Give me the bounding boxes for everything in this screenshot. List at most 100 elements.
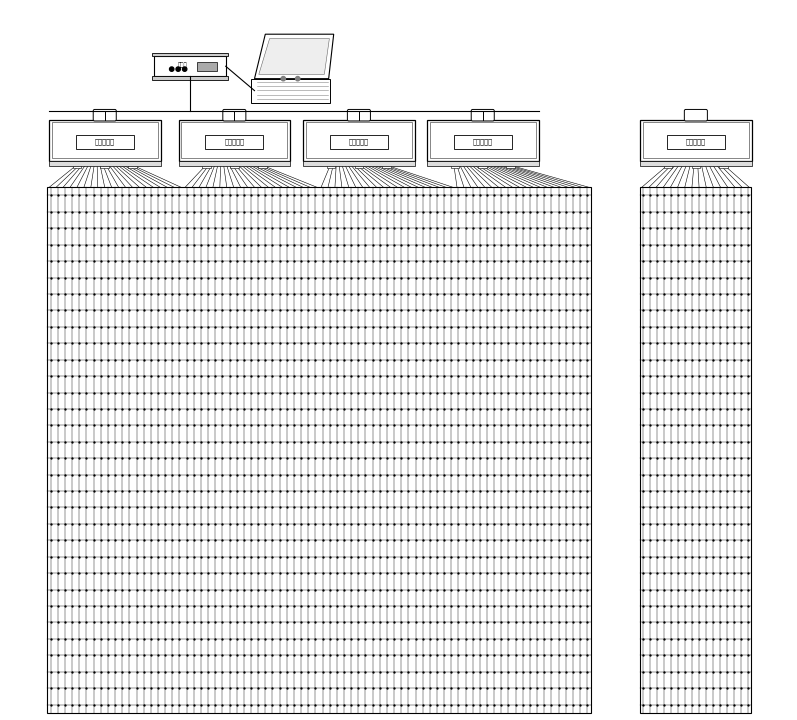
Point (59, 551, 72, 562)
Point (80, 420, 93, 431)
Point (359, 683, 372, 694)
Point (159, 256, 171, 267)
Point (216, 403, 229, 415)
Point (266, 649, 279, 661)
Point (445, 699, 457, 711)
Point (423, 387, 436, 398)
Point (531, 469, 544, 480)
Point (137, 387, 150, 398)
Point (524, 321, 536, 333)
Point (281, 436, 293, 448)
Point (466, 271, 479, 283)
Point (735, 321, 748, 333)
Point (101, 271, 114, 283)
Point (466, 567, 479, 579)
Point (87, 387, 100, 398)
Point (545, 403, 558, 415)
Point (509, 485, 522, 497)
Point (238, 485, 250, 497)
Point (741, 485, 754, 497)
Point (130, 239, 143, 251)
Point (552, 403, 565, 415)
Point (581, 436, 594, 448)
Point (559, 485, 572, 497)
Point (137, 338, 150, 349)
Point (713, 649, 726, 661)
Point (423, 338, 436, 349)
Point (672, 189, 685, 201)
Point (495, 321, 508, 333)
Point (644, 305, 657, 316)
Point (295, 321, 308, 333)
Point (488, 600, 501, 612)
Point (488, 534, 501, 546)
Point (685, 420, 698, 431)
Point (552, 420, 565, 431)
Point (166, 338, 179, 349)
Point (266, 189, 279, 201)
Point (395, 567, 407, 579)
Bar (49, 120, 160, 161)
Point (423, 256, 436, 267)
Point (324, 649, 336, 661)
Point (552, 666, 565, 678)
Point (481, 600, 493, 612)
Point (73, 222, 86, 234)
Point (452, 666, 465, 678)
Point (531, 485, 544, 497)
Point (281, 370, 293, 382)
Point (173, 256, 186, 267)
Point (679, 551, 692, 562)
Point (581, 288, 594, 300)
Point (466, 534, 479, 546)
Point (137, 239, 150, 251)
Point (720, 420, 733, 431)
Point (524, 271, 536, 283)
Point (151, 683, 164, 694)
Point (80, 403, 93, 415)
Circle shape (183, 67, 186, 71)
Point (466, 436, 479, 448)
Point (466, 683, 479, 694)
Point (173, 239, 186, 251)
Point (380, 403, 393, 415)
Point (94, 649, 107, 661)
Point (187, 617, 200, 629)
Point (80, 584, 93, 595)
Point (720, 617, 733, 629)
Point (187, 502, 200, 513)
Point (423, 502, 436, 513)
Point (430, 288, 443, 300)
Point (430, 403, 443, 415)
Point (259, 534, 272, 546)
Point (658, 485, 670, 497)
Point (202, 633, 214, 644)
Point (130, 518, 143, 530)
Point (173, 189, 186, 201)
Point (288, 518, 300, 530)
Point (559, 354, 572, 366)
Point (209, 633, 222, 644)
Point (309, 485, 322, 497)
Point (574, 469, 587, 480)
Point (693, 518, 705, 530)
Point (387, 617, 400, 629)
Point (295, 420, 308, 431)
Point (445, 387, 457, 398)
Point (245, 567, 257, 579)
Point (651, 649, 664, 661)
Point (338, 683, 351, 694)
Point (538, 666, 551, 678)
Point (80, 617, 93, 629)
Point (159, 666, 171, 678)
Point (488, 452, 501, 464)
Point (452, 239, 465, 251)
Point (538, 288, 551, 300)
Point (387, 567, 400, 579)
Point (180, 256, 193, 267)
Point (223, 584, 236, 595)
Point (672, 288, 685, 300)
Point (144, 403, 157, 415)
Point (223, 403, 236, 415)
Point (209, 403, 222, 415)
